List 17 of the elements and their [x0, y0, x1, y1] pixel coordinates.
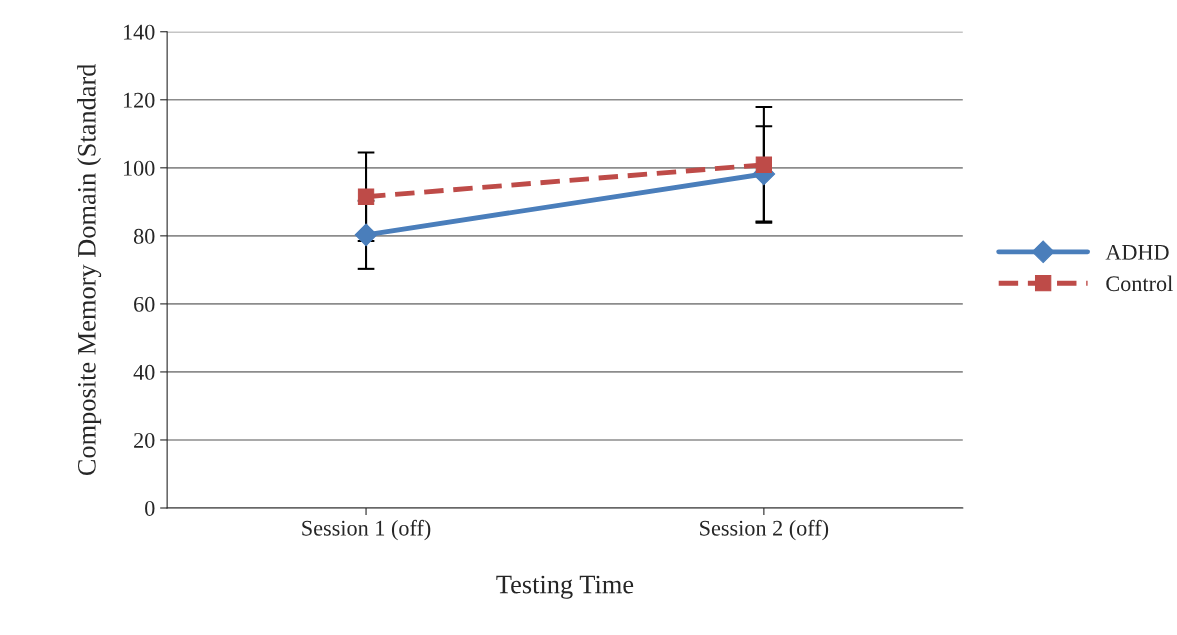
- point: [354, 223, 378, 247]
- x-tick-label: Session 2 (off): [700, 519, 829, 541]
- y-tick-label: 40: [133, 364, 155, 380]
- y-tick-label: 60: [134, 296, 155, 312]
- legend-label: Control: [1106, 275, 1173, 292]
- y-tick-label: 120: [123, 92, 155, 108]
- point: [357, 188, 375, 205]
- point: [755, 156, 773, 173]
- y-tick-label: 140: [123, 24, 155, 40]
- y-tick-label: 0: [145, 500, 155, 516]
- legend-label: ADHD: [1105, 244, 1169, 260]
- y-tick-label: 100: [123, 160, 155, 176]
- y-tick-label: 80: [133, 228, 155, 244]
- y-axis-title: Composite Memory Domain (Standard: [77, 63, 102, 476]
- x-tick-label: Session 1 (off): [302, 519, 431, 541]
- y-tick-label: 20: [134, 432, 155, 448]
- x-axis-title: Testing Time: [496, 575, 634, 599]
